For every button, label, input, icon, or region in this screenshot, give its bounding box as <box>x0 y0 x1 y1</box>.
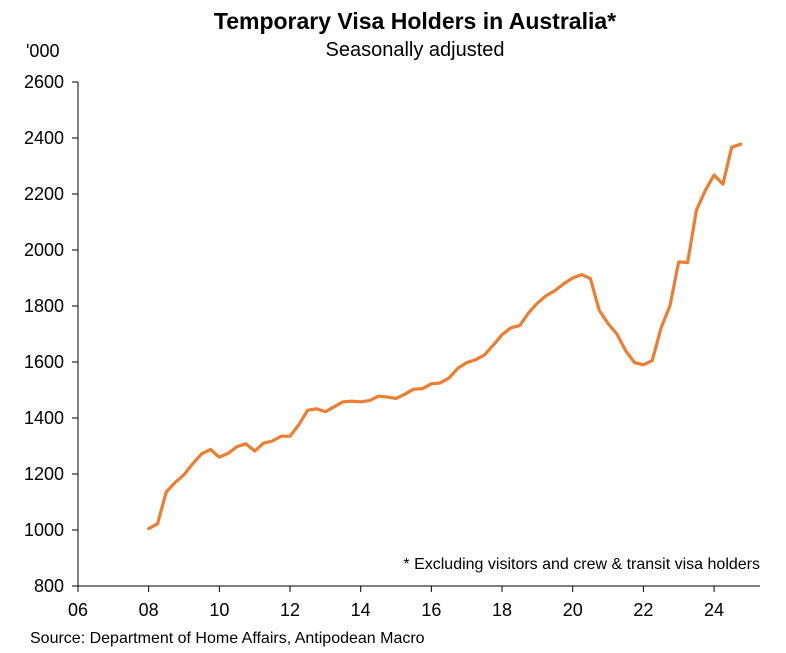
chart-footnote: * Excluding visitors and crew & transit … <box>403 556 760 573</box>
x-tick-label: 18 <box>492 600 512 620</box>
x-tick-label: 06 <box>68 600 88 620</box>
y-axis-unit-label: '000 <box>26 41 59 61</box>
chart-subtitle: Seasonally adjusted <box>325 39 504 61</box>
x-tick-label: 08 <box>139 600 159 620</box>
series-line <box>147 142 743 531</box>
y-tick-label: 2400 <box>24 128 64 148</box>
chart-source: Source: Department of Home Affairs, Anti… <box>30 630 425 647</box>
y-tick-label: 1000 <box>24 520 64 540</box>
x-tick-label: 16 <box>421 600 441 620</box>
y-tick-label: 1200 <box>24 464 64 484</box>
y-tick-label: 1400 <box>24 408 64 428</box>
x-tick-label: 12 <box>280 600 300 620</box>
x-tick-label: 22 <box>633 600 653 620</box>
x-axis-ticks: 06 08 10 12 14 16 18 20 22 24 <box>68 586 724 620</box>
series-layer <box>147 142 743 531</box>
x-tick-label: 10 <box>209 600 229 620</box>
y-tick-label: 2000 <box>24 240 64 260</box>
x-tick-label: 20 <box>563 600 583 620</box>
x-tick-label: 24 <box>704 600 724 620</box>
y-tick-label: 800 <box>34 576 64 596</box>
y-tick-label: 1800 <box>24 296 64 316</box>
chart-title: Temporary Visa Holders in Australia* <box>214 8 616 34</box>
y-tick-label: 1600 <box>24 352 64 372</box>
x-tick-label: 14 <box>351 600 371 620</box>
y-tick-label: 2600 <box>24 72 64 92</box>
y-tick-label: 2200 <box>24 184 64 204</box>
y-axis-ticks: 800 1000 1200 1400 1600 1800 2000 2200 2400 2600 <box>24 72 78 596</box>
